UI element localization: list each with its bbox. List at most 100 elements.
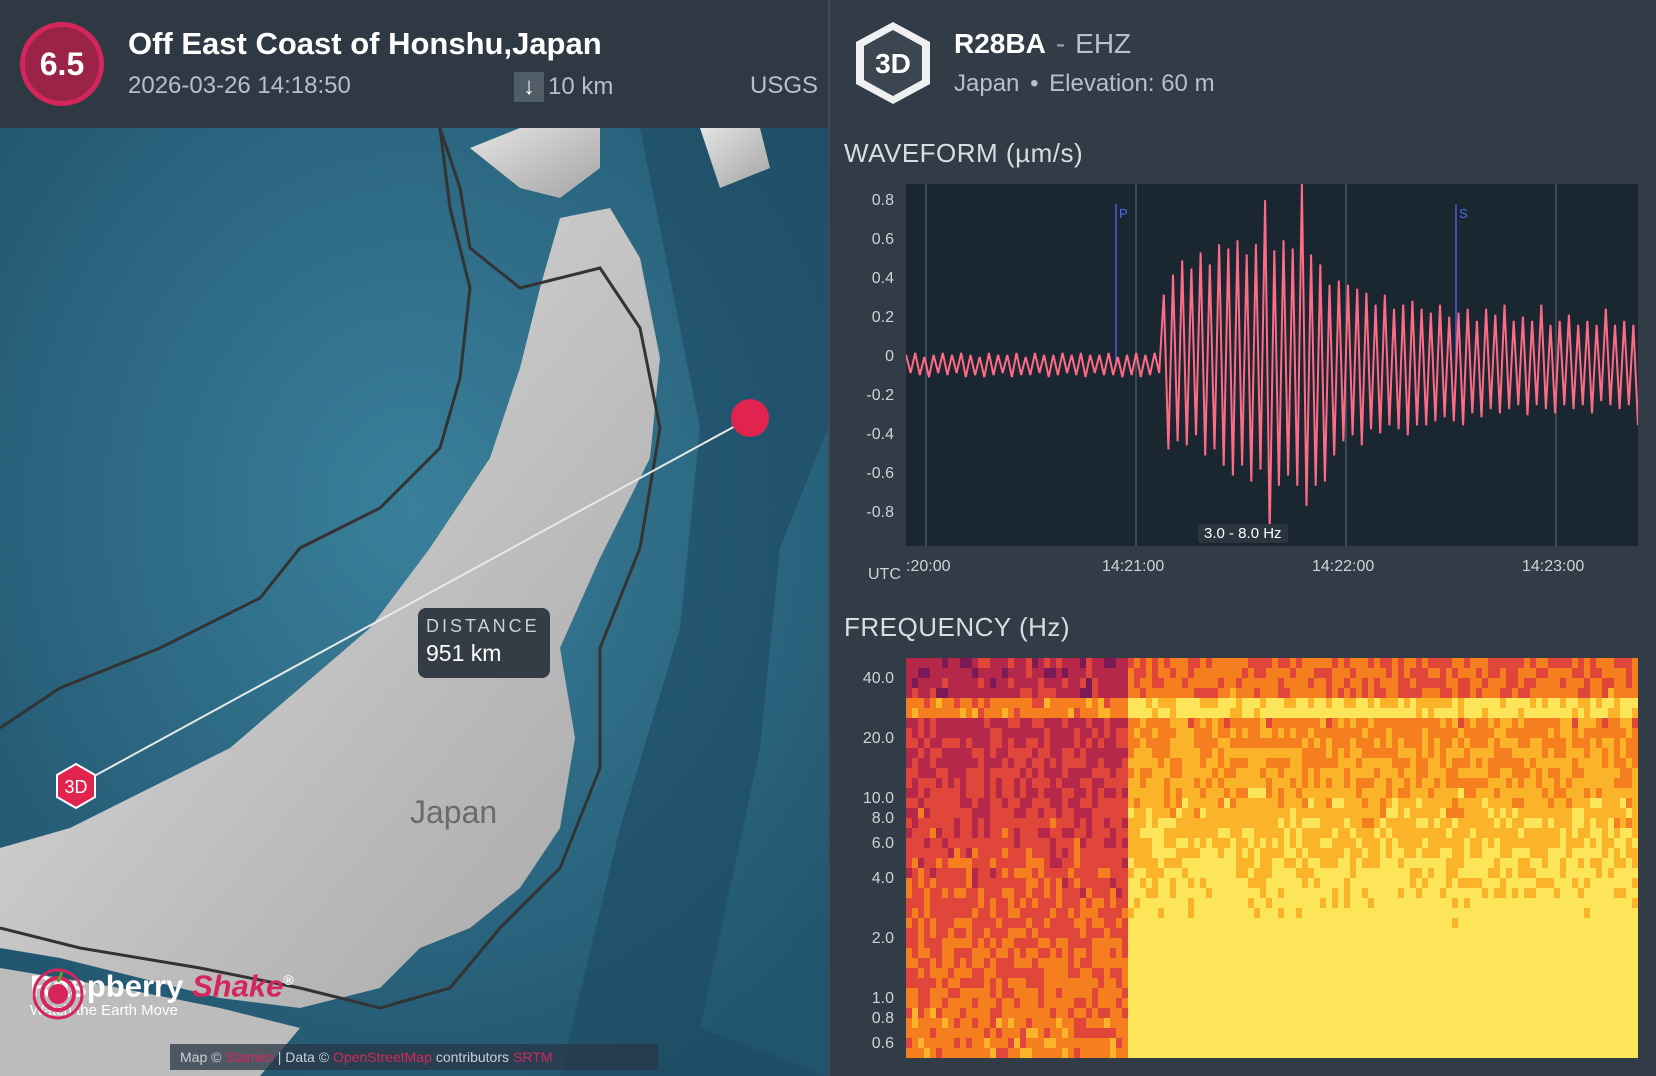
spectrogram-cell [1374,948,1381,959]
spectrogram-cell [1284,878,1291,889]
spectrogram-cell [1620,988,1627,999]
spectrogram-cell [1140,678,1147,689]
spectrogram-cell [1632,788,1638,799]
spectrogram-cell [1548,958,1555,969]
spectrogram-cell [1548,738,1555,749]
spectrogram-cell [1092,688,1099,699]
spectrogram-cell [1614,1008,1621,1019]
spectrogram-cell [1086,1008,1093,1019]
spectrogram-cell [1206,768,1213,779]
spectrogram-cell [1254,848,1261,859]
spectrogram-cell [1308,978,1315,989]
spectrogram-cell [1140,1038,1147,1049]
spectrogram-cell [1134,728,1141,739]
spectrogram-cell [1074,908,1081,919]
spectrogram-cell [984,738,991,749]
attribution-data-link[interactable]: OpenStreetMap [333,1049,432,1065]
spectrogram-cell [1632,698,1638,709]
spectrogram-cell [924,898,931,909]
spectrogram-cell [1518,738,1525,749]
spectrogram-cell [1266,928,1273,939]
spectrogram-cell [1206,978,1213,989]
spectrogram-cell [1554,1048,1561,1058]
spectrogram-cell [1050,828,1057,839]
spectrogram-cell [1002,988,1009,999]
spectrogram-cell [1566,918,1573,929]
spectrogram-cell [1290,848,1297,859]
epicenter-marker[interactable] [731,399,769,437]
spectrogram-cell [1128,968,1135,979]
spectrogram-cell [1032,688,1039,699]
map-country-label: Japan [410,794,498,830]
spectrogram-cell [1356,958,1363,969]
spectrogram-cell [1554,938,1561,949]
spectrogram-cell [1002,668,1009,679]
spectrogram-cell [1104,1008,1111,1019]
spectrogram-cell [918,808,925,819]
map-canvas[interactable]: 3D [0,128,828,1076]
spectrogram-cell [1050,798,1057,809]
spectrogram-cell [1470,748,1477,759]
attribution-license-link[interactable]: SRTM [513,1049,553,1065]
brand-logo[interactable]: Raspberry Shake® Watch the Earth Move [30,964,294,1020]
spectrogram-cell [1380,928,1387,939]
spectrogram-cell [1014,778,1021,789]
map[interactable]: 3D Japan DISTANCE 951 km Raspberry Shake… [0,128,828,1076]
spectrogram-cell [1476,948,1483,959]
spectrogram-cell [918,888,925,899]
spectrogram-cell [1044,828,1051,839]
spectrogram-cell [918,798,925,809]
spectrogram-cell [1428,818,1435,829]
spectrogram-cell [1212,808,1219,819]
distance-box: DISTANCE 951 km [418,608,550,678]
spectrogram-cell [1164,998,1171,1009]
spectrogram-cell [1386,808,1393,819]
spectrogram-cell [1512,748,1519,759]
spectrogram-cell [1206,1048,1213,1058]
spectrogram-cell [1554,998,1561,1009]
spectrogram-cell [1440,778,1447,789]
spectrogram-cell [1332,968,1339,979]
spectrogram-cell [1074,768,1081,779]
spectrogram-cell [1176,698,1183,709]
spectrogram-cell [1386,1048,1393,1058]
spectrogram-plot[interactable] [906,658,1638,1058]
spectrogram-cell [1050,658,1057,669]
spectrogram-cell [960,758,967,769]
spectrogram-cell [1548,658,1555,669]
spectrogram-cell [1608,838,1615,849]
spectrogram-cell [1248,858,1255,869]
station-name: R28BA - EHZ [954,28,1132,59]
spectrogram-cell [1464,798,1471,809]
spectrogram-cell [1272,798,1279,809]
spectrogram-cell [1560,668,1567,679]
spectrogram-cell [1020,918,1027,929]
spectrogram-cell [1080,788,1087,799]
spectrogram-cell [1128,948,1135,959]
spectrogram-cell [1092,768,1099,779]
spectrogram-cell [930,858,937,869]
spectrogram-cell [1332,688,1339,699]
spectrogram-cell [1632,858,1638,869]
attribution-map-link[interactable]: Stamen [225,1049,274,1065]
spectrogram-cell [948,718,955,729]
spectrogram-cell [906,908,913,919]
spectrogram-cell [1494,788,1501,799]
spectrogram-cell [1050,898,1057,909]
spectrogram-cell [1164,978,1171,989]
spectrogram-cell [1122,828,1129,839]
spectrogram-cell [1608,798,1615,809]
spectrogram-cell [1560,928,1567,939]
spectrogram-cell [1218,848,1225,859]
spectrogram-cell [1218,978,1225,989]
spectrogram-cell [1218,718,1225,729]
spectrogram-cell [1596,918,1603,929]
station-marker[interactable] [56,762,96,810]
spectrogram-cell [1044,908,1051,919]
spectrogram-cell [936,848,943,859]
spectrogram-cell [1104,798,1111,809]
spectrogram-cell [1584,838,1591,849]
spectrogram-cell [1260,868,1267,879]
event-source[interactable]: USGS [749,72,818,99]
